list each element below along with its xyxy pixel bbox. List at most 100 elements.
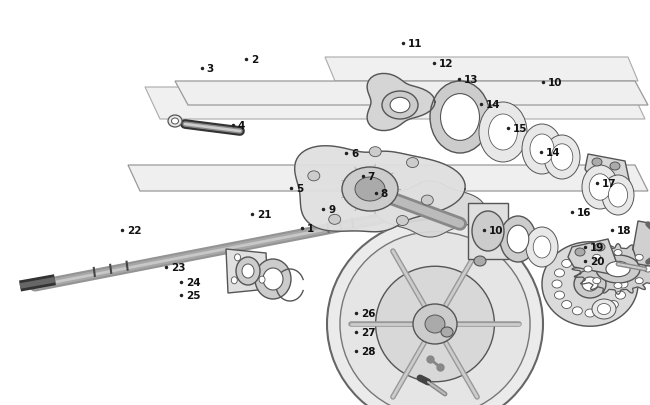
Ellipse shape xyxy=(596,256,640,284)
Ellipse shape xyxy=(255,259,291,299)
Text: 15: 15 xyxy=(514,124,528,134)
Ellipse shape xyxy=(635,255,644,261)
Text: 3: 3 xyxy=(207,64,214,74)
Ellipse shape xyxy=(327,220,543,405)
Text: 10: 10 xyxy=(489,225,504,235)
Ellipse shape xyxy=(421,196,434,206)
Ellipse shape xyxy=(554,291,564,299)
Text: 22: 22 xyxy=(127,226,142,236)
Ellipse shape xyxy=(589,175,611,201)
Ellipse shape xyxy=(342,168,398,211)
Ellipse shape xyxy=(614,283,622,289)
Ellipse shape xyxy=(616,291,625,299)
Ellipse shape xyxy=(618,280,628,288)
Ellipse shape xyxy=(390,98,410,113)
Ellipse shape xyxy=(614,250,622,256)
Polygon shape xyxy=(542,242,638,326)
Ellipse shape xyxy=(472,211,504,252)
Ellipse shape xyxy=(562,260,571,268)
Ellipse shape xyxy=(575,248,585,256)
Polygon shape xyxy=(175,82,648,106)
Text: 20: 20 xyxy=(590,256,605,266)
Ellipse shape xyxy=(489,115,517,151)
Ellipse shape xyxy=(308,171,320,181)
Ellipse shape xyxy=(382,92,418,120)
Ellipse shape xyxy=(602,175,634,215)
Text: 4: 4 xyxy=(238,121,245,130)
Ellipse shape xyxy=(376,266,495,382)
Ellipse shape xyxy=(544,136,580,179)
Ellipse shape xyxy=(597,254,608,262)
Ellipse shape xyxy=(441,94,480,141)
Ellipse shape xyxy=(263,269,283,290)
Ellipse shape xyxy=(425,315,445,333)
Polygon shape xyxy=(468,203,508,259)
Text: 16: 16 xyxy=(577,208,592,217)
Ellipse shape xyxy=(584,266,592,272)
Polygon shape xyxy=(325,58,638,82)
Ellipse shape xyxy=(582,166,618,209)
Ellipse shape xyxy=(522,125,562,175)
Polygon shape xyxy=(585,155,630,190)
Ellipse shape xyxy=(593,278,601,284)
Ellipse shape xyxy=(474,256,486,266)
Ellipse shape xyxy=(573,307,582,315)
Text: 8: 8 xyxy=(381,189,388,198)
Text: 14: 14 xyxy=(486,100,500,109)
Text: 13: 13 xyxy=(464,75,478,85)
Text: 25: 25 xyxy=(186,290,200,300)
Text: 9: 9 xyxy=(328,205,335,214)
Ellipse shape xyxy=(500,216,536,262)
Text: 12: 12 xyxy=(439,59,454,68)
Ellipse shape xyxy=(592,299,616,319)
Ellipse shape xyxy=(573,254,582,262)
Ellipse shape xyxy=(597,304,610,315)
Text: 23: 23 xyxy=(171,262,185,272)
Ellipse shape xyxy=(479,103,527,162)
Ellipse shape xyxy=(526,228,558,267)
Polygon shape xyxy=(145,88,645,120)
Text: 17: 17 xyxy=(602,178,616,188)
Text: 5: 5 xyxy=(296,183,304,193)
Text: 10: 10 xyxy=(548,78,562,88)
Ellipse shape xyxy=(413,304,457,344)
Text: 27: 27 xyxy=(361,327,376,337)
Ellipse shape xyxy=(635,278,644,284)
Text: 7: 7 xyxy=(368,171,375,181)
Ellipse shape xyxy=(406,158,419,168)
Ellipse shape xyxy=(610,162,620,171)
Ellipse shape xyxy=(235,254,240,261)
Text: 24: 24 xyxy=(186,278,200,288)
Ellipse shape xyxy=(616,269,625,277)
Ellipse shape xyxy=(597,307,608,315)
Polygon shape xyxy=(367,74,435,131)
Ellipse shape xyxy=(355,177,385,202)
Ellipse shape xyxy=(533,237,551,258)
Text: 2: 2 xyxy=(251,55,258,65)
Ellipse shape xyxy=(608,183,628,207)
Ellipse shape xyxy=(242,264,254,278)
Ellipse shape xyxy=(552,280,562,288)
Ellipse shape xyxy=(593,255,601,261)
Text: 6: 6 xyxy=(352,149,359,159)
Text: 21: 21 xyxy=(257,210,272,220)
Ellipse shape xyxy=(574,270,606,298)
Ellipse shape xyxy=(562,301,571,309)
Ellipse shape xyxy=(592,159,602,166)
Ellipse shape xyxy=(582,277,598,291)
Ellipse shape xyxy=(585,309,595,317)
Text: 1: 1 xyxy=(307,224,315,234)
Text: 11: 11 xyxy=(408,39,422,49)
Ellipse shape xyxy=(430,82,490,153)
Polygon shape xyxy=(572,244,650,294)
Ellipse shape xyxy=(608,260,618,268)
Text: 18: 18 xyxy=(618,225,632,235)
Text: 28: 28 xyxy=(361,347,376,356)
Ellipse shape xyxy=(441,327,453,337)
Ellipse shape xyxy=(530,135,554,164)
Text: 26: 26 xyxy=(361,308,376,318)
Text: 19: 19 xyxy=(590,243,605,253)
Polygon shape xyxy=(128,166,648,192)
Ellipse shape xyxy=(507,226,529,253)
Ellipse shape xyxy=(551,145,573,171)
